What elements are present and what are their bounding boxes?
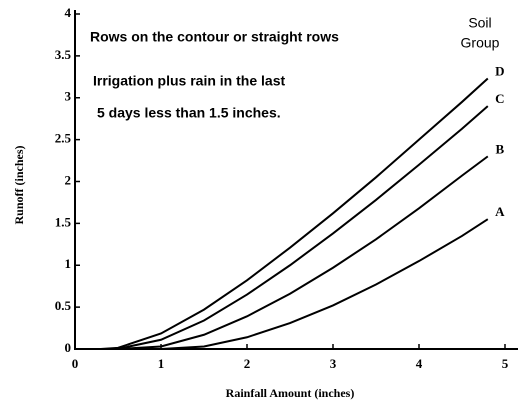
annotation: Rows on the contour or straight rows [90,29,339,45]
y-tick-label: 3 [65,89,72,104]
y-tick-label: 3.5 [55,47,72,62]
y-tick-label: 0.5 [55,298,72,313]
series-label: A [495,204,505,219]
annotation: 5 days less than 1.5 inches. [97,105,281,121]
series-label: C [495,91,504,106]
line [100,155,489,350]
x-tick-label: 1 [158,356,165,371]
x-tick-label: 5 [502,356,509,371]
y-tick-label: 0 [65,340,72,355]
line [100,77,489,350]
x-tick-label: 3 [330,356,337,371]
legend-title: Soil [468,15,491,31]
line [100,218,489,350]
x-tick-label: 0 [72,356,79,371]
legend-title: Group [461,35,500,51]
annotation: Irrigation plus rain in the last [93,73,285,89]
series-label: D [495,63,504,78]
y-axis-label: Runoff (inches) [12,145,26,224]
y-tick-label: 1.5 [55,214,72,229]
y-tick-label: 1 [65,256,72,271]
line [100,105,489,350]
y-tick-label: 2.5 [55,131,72,146]
x-tick-label: 4 [416,356,423,371]
x-tick-label: 2 [244,356,251,371]
series-label: B [495,141,504,156]
y-tick-label: 4 [65,5,72,20]
x-axis-label: Rainfall Amount (inches) [226,386,355,400]
y-tick-label: 2 [65,172,72,187]
